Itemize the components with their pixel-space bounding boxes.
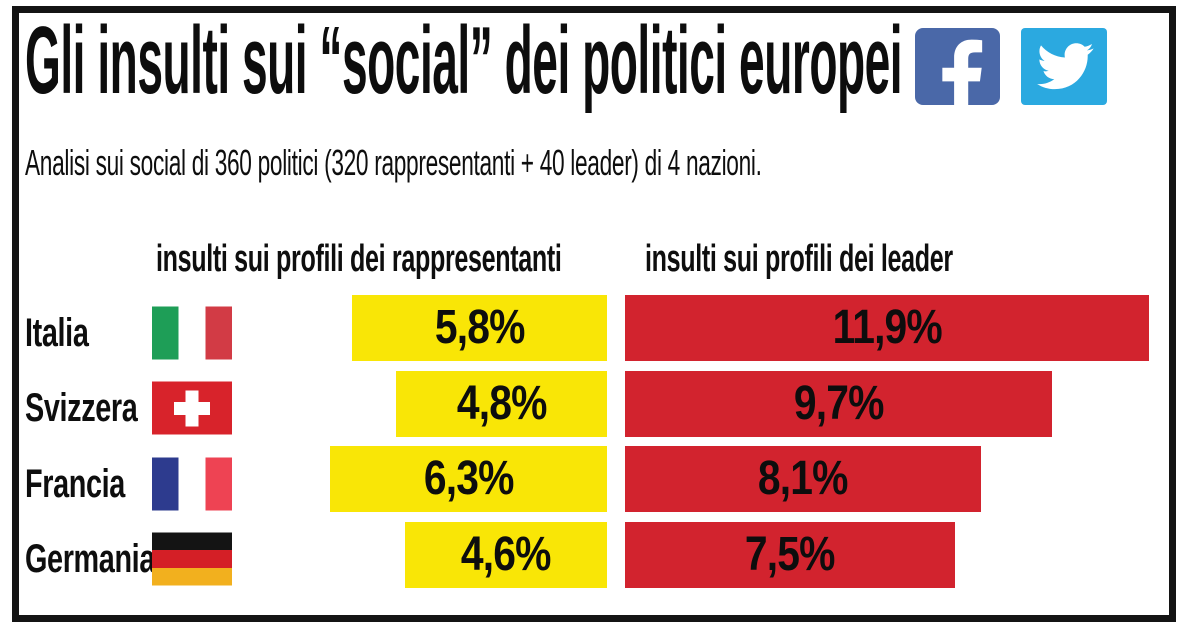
bar-chart: Italia 5,8% 11,9% Svizzera 4,8% 9,7% Fra…: [19, 295, 1169, 597]
subtitle: Analisi sui social di 360 politici (320 …: [25, 142, 762, 183]
switzerland-flag-icon: [152, 381, 232, 435]
country-label-germania: Germania: [25, 537, 155, 582]
bar-value-label: 4,8%: [456, 376, 547, 430]
bar-rappresentanti-germania: 4,6%: [404, 521, 607, 588]
germany-flag-icon: [152, 532, 232, 586]
bar-value-label: 9,7%: [793, 376, 884, 430]
france-flag-icon: [152, 457, 232, 511]
bar-leader-italia: 11,9%: [625, 295, 1149, 361]
bar-value-label: 8,1%: [758, 452, 848, 505]
bar-leader-svizzera: 9,7%: [625, 370, 1052, 437]
bar-leader-germania: 7,5%: [625, 521, 955, 588]
twitter-bird-glyph: [1037, 43, 1094, 90]
chart-row-francia: Francia 6,3% 8,1%: [19, 446, 1169, 522]
country-label-francia: Francia: [25, 461, 125, 506]
chart-row-germania: Germania 4,6% 7,5%: [19, 521, 1169, 598]
bar-value-label: 5,8%: [434, 301, 525, 354]
bar-rappresentanti-francia: 6,3%: [329, 446, 607, 512]
page-title: Gli insulti sui “social” dei politici eu…: [25, 7, 903, 114]
country-label-svizzera: Svizzera: [25, 386, 138, 431]
chart-row-italia: Italia 5,8% 11,9%: [19, 295, 1169, 371]
chart-row-svizzera: Svizzera 4,8% 9,7%: [19, 370, 1169, 447]
twitter-icon: [1021, 28, 1107, 105]
bar-value-label: 11,9%: [832, 301, 942, 354]
bar-value-label: 7,5%: [745, 527, 835, 581]
infographic-frame: Gli insulti sui “social” dei politici eu…: [12, 6, 1176, 622]
facebook-icon: [915, 28, 1000, 105]
bar-value-label: 6,3%: [423, 452, 514, 505]
column-header-rappresentanti: insulti sui profili dei rappresentanti: [156, 238, 562, 280]
italy-flag-icon: [152, 306, 232, 360]
bar-rappresentanti-italia: 5,8%: [351, 295, 607, 361]
bar-rappresentanti-svizzera: 4,8%: [395, 370, 607, 437]
column-header-leader: insulti sui profili dei leader: [645, 238, 953, 280]
bar-value-label: 4,6%: [460, 527, 551, 581]
bar-leader-francia: 8,1%: [625, 446, 982, 512]
country-label-italia: Italia: [25, 310, 89, 355]
facebook-f-glyph: [942, 39, 983, 105]
